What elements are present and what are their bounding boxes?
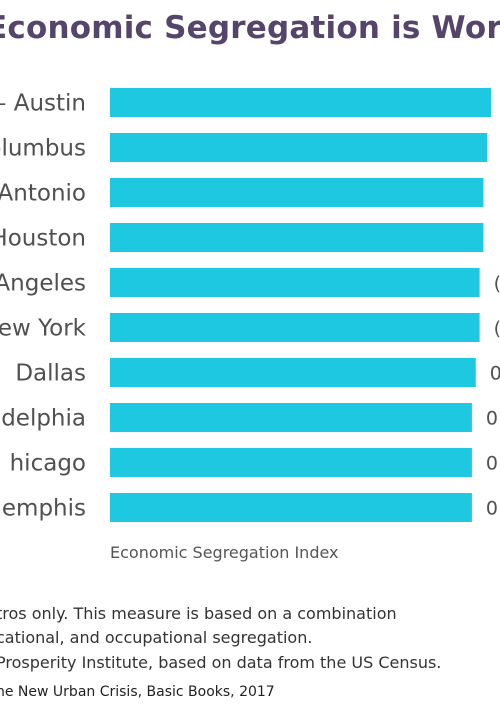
bar-1 xyxy=(110,133,488,162)
category-label: hicago xyxy=(10,451,86,477)
category-label: Antonio xyxy=(0,181,86,207)
bar-2 xyxy=(110,178,484,207)
value-label: 0 xyxy=(486,453,498,475)
category-label: olumbus xyxy=(0,136,86,162)
bar-3 xyxy=(110,223,484,252)
category-label: – Austin xyxy=(0,91,86,117)
category-label: Dallas xyxy=(15,361,86,387)
value-label: 0 xyxy=(486,498,498,520)
category-label: Houston xyxy=(0,226,86,252)
bar-9 xyxy=(110,493,472,522)
bar-7 xyxy=(110,403,472,432)
source-citation: he New Urban Crisis, Basic Books, 2017 xyxy=(0,684,275,700)
value-label: ( xyxy=(494,273,500,295)
footnote-line-3: Prosperity Institute, based on data from… xyxy=(0,653,442,672)
value-label: 0 xyxy=(490,363,500,385)
bar-8 xyxy=(110,448,472,477)
footnote-line-2: cational, and occupational segregation. xyxy=(0,628,313,647)
category-label: Angeles xyxy=(0,271,86,297)
bar-4 xyxy=(110,268,480,297)
value-label: 0 xyxy=(486,408,498,430)
bar-0 xyxy=(110,88,492,117)
bar-chart: – Austin olumbus Antonio Houston Angeles ( ew … xyxy=(0,88,500,522)
bar-6 xyxy=(110,358,476,387)
category-label: ew York xyxy=(0,316,87,342)
footnote-line-1: tros only. This measure is based on a co… xyxy=(0,604,397,623)
bar-5 xyxy=(110,313,480,342)
category-label: delphia xyxy=(1,406,86,432)
category-label: emphis xyxy=(2,496,86,522)
chart-title: Economic Segregation is Wors xyxy=(0,10,500,46)
value-label: ( xyxy=(494,318,500,340)
x-axis-title: Economic Segregation Index xyxy=(110,543,339,562)
